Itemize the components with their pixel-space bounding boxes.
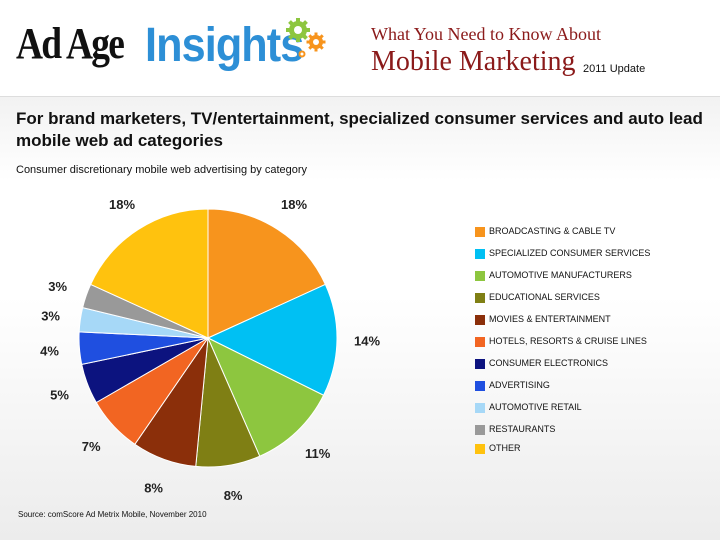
legend-swatch <box>475 381 485 391</box>
legend-label: OTHER <box>489 443 521 453</box>
legend-label: MOVIES & ENTERTAINMENT <box>489 314 611 324</box>
legend-swatch <box>475 271 485 281</box>
legend-label: RESTAURANTS <box>489 424 556 434</box>
pie-slice <box>206 336 325 457</box>
slice-percent-label: 7% <box>82 439 101 454</box>
slice-percent-label: 4% <box>40 344 59 359</box>
pie-slice <box>89 208 209 339</box>
legend-label: SPECIALIZED CONSUMER SERVICES <box>489 248 651 258</box>
legend-swatch <box>475 425 485 435</box>
legend-label: EDUCATIONAL SERVICES <box>489 292 600 302</box>
slice-percent-label: 5% <box>50 388 69 403</box>
slice-percent-label: 18% <box>281 197 307 212</box>
legend-label: AUTOMOTIVE MANUFACTURERS <box>489 270 632 280</box>
source-note: Source: comScore Ad Metrix Mobile, Novem… <box>18 510 207 519</box>
gears-icon <box>286 18 326 58</box>
slice-percent-label: 8% <box>144 480 163 495</box>
legend-swatch <box>475 403 485 413</box>
slice-percent-label: 18% <box>109 197 135 212</box>
legend-label: BROADCASTING & CABLE TV <box>489 226 616 236</box>
legend-label: CONSUMER ELECTRONICS <box>489 358 609 368</box>
ad-age-logo: Ad Age <box>16 19 125 68</box>
slice-percent-label: 11% <box>305 446 331 461</box>
legend-swatch <box>475 444 485 454</box>
legend-swatch <box>475 293 485 303</box>
legend-swatch <box>475 227 485 237</box>
update-label: 2011 Update <box>583 63 646 75</box>
legend-swatch <box>475 359 485 369</box>
slide-headline: For brand marketers, TV/entertainment, s… <box>16 109 703 150</box>
legend-label: ADVERTISING <box>489 380 550 390</box>
header-title-line1: What You Need to Know About <box>371 24 601 44</box>
headline-band <box>0 96 720 181</box>
legend-swatch <box>475 315 485 325</box>
legend-swatch <box>475 249 485 259</box>
legend-label: HOTELS, RESORTS & CRUISE LINES <box>489 336 647 346</box>
slice-percent-label: 14% <box>354 334 380 349</box>
header: Ad Age Insights Wh <box>0 0 720 96</box>
pie-chart: 18% 14% 11% 8% 8% 7% 5% 4% 3% 3% 18% <box>40 197 380 500</box>
chart-title: Consumer discretionary mobile web advert… <box>16 164 308 176</box>
pie-slice <box>207 208 327 339</box>
legend-label: AUTOMOTIVE RETAIL <box>489 402 582 412</box>
pie-slice <box>206 283 338 396</box>
header-title-line2: Mobile Marketing <box>371 46 576 77</box>
insights-logo: Insights <box>145 19 304 72</box>
legend-swatch <box>475 337 485 347</box>
slice-percent-label: 8% <box>224 488 243 500</box>
slice-percent-label: 3% <box>48 279 67 294</box>
slice-percent-label: 3% <box>41 308 60 323</box>
